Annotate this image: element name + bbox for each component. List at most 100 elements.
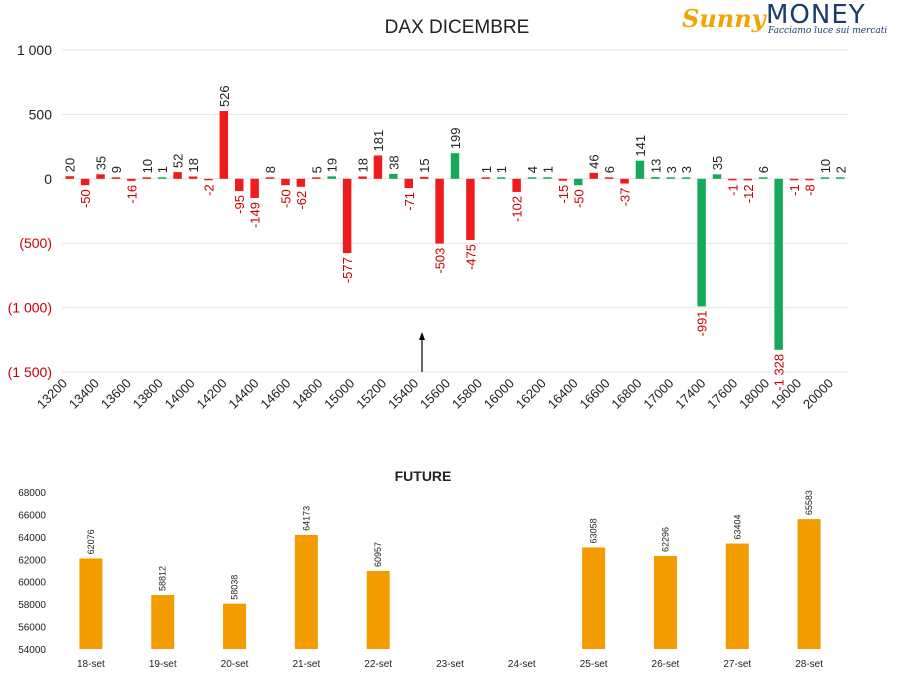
x-tick-label: 13400 xyxy=(66,376,102,412)
bar xyxy=(481,177,491,179)
x-tick-label: 16000 xyxy=(481,376,517,412)
data-label: -503 xyxy=(433,248,448,274)
data-label: -50 xyxy=(278,189,293,208)
data-label: 5 xyxy=(309,166,324,173)
bar xyxy=(620,178,629,184)
bar xyxy=(797,519,821,649)
x-tick-label: 18-set xyxy=(77,659,105,670)
data-label: 60957 xyxy=(373,542,383,567)
y-tick-label: 56000 xyxy=(18,623,46,634)
bar xyxy=(265,177,275,179)
data-label: 3 xyxy=(679,166,694,173)
bar xyxy=(589,172,598,179)
data-label: 62296 xyxy=(660,527,670,552)
data-label: 181 xyxy=(371,130,386,152)
data-label: 62076 xyxy=(86,529,96,554)
data-label: 35 xyxy=(94,156,109,170)
data-label: 8 xyxy=(263,166,278,173)
data-label: 9 xyxy=(109,166,124,173)
x-tick-label: 15600 xyxy=(417,376,453,412)
x-tick-label: 25-set xyxy=(580,659,608,670)
data-label: 1 xyxy=(155,166,170,173)
x-tick-label: 16400 xyxy=(545,376,581,412)
bar xyxy=(681,177,691,179)
data-label: -16 xyxy=(124,185,139,204)
bar xyxy=(743,178,753,181)
x-tick-label: 21-set xyxy=(292,659,320,670)
bar xyxy=(789,178,799,181)
y-tick-label: 0 xyxy=(44,171,52,187)
data-label: -149 xyxy=(248,202,263,228)
data-label: -12 xyxy=(741,184,756,203)
y-tick-label: 1 000 xyxy=(17,42,52,58)
data-label: 3 xyxy=(664,166,679,173)
x-tick-label: 19-set xyxy=(149,659,177,670)
bar xyxy=(496,177,506,179)
x-tick-label: 13600 xyxy=(98,376,134,412)
data-label: 199 xyxy=(448,127,463,149)
data-label: -1 xyxy=(725,184,740,196)
data-label: 63058 xyxy=(589,518,599,543)
y-tick-label: (500) xyxy=(19,235,52,251)
data-label: 18 xyxy=(186,158,201,172)
y-tick-label: 66000 xyxy=(18,510,46,521)
data-label: 64173 xyxy=(301,506,311,531)
bar xyxy=(204,178,213,181)
bar xyxy=(111,177,121,179)
data-label: -8 xyxy=(802,184,817,196)
x-tick-label: 13800 xyxy=(130,376,166,412)
y-tick-label: 500 xyxy=(29,106,53,122)
bar xyxy=(142,177,152,179)
data-label: -37 xyxy=(618,188,633,207)
x-tick-label: 17400 xyxy=(672,376,708,412)
y-tick-label: 64000 xyxy=(18,533,46,544)
x-tick-label: 14600 xyxy=(257,376,293,412)
bar xyxy=(366,570,390,649)
data-label: -50 xyxy=(78,189,93,208)
bar xyxy=(294,534,318,649)
bar xyxy=(296,178,306,187)
bar xyxy=(389,173,398,179)
x-tick-label: 14000 xyxy=(162,376,198,412)
data-label: -95 xyxy=(232,195,247,214)
bar xyxy=(558,178,568,181)
x-tick-label: 22-set xyxy=(364,659,392,670)
bar xyxy=(80,178,90,186)
data-label: -62 xyxy=(294,191,309,210)
bar xyxy=(805,178,814,181)
x-tick-label: 15800 xyxy=(449,376,485,412)
x-tick-label: 24-set xyxy=(508,659,536,670)
x-tick-label: 16800 xyxy=(608,376,644,412)
bar xyxy=(234,178,244,192)
data-label: 65583 xyxy=(804,490,814,515)
bar xyxy=(96,174,105,179)
bar xyxy=(358,176,367,179)
x-tick-label: 28-set xyxy=(795,659,823,670)
data-label: 1 xyxy=(479,166,494,173)
data-label: 58812 xyxy=(158,566,168,591)
data-label: 19 xyxy=(325,158,340,172)
data-label: 2 xyxy=(833,166,848,173)
bar xyxy=(527,177,537,179)
bar xyxy=(728,178,737,181)
bar xyxy=(651,177,660,179)
data-label: 38 xyxy=(386,155,401,169)
y-tick-label: 58000 xyxy=(18,600,46,611)
x-tick-label: 15400 xyxy=(385,376,421,412)
bar xyxy=(327,176,336,179)
y-tick-label: 54000 xyxy=(18,645,46,656)
bar xyxy=(250,178,259,198)
bar xyxy=(151,595,175,649)
bar xyxy=(512,178,521,192)
data-label: 10 xyxy=(818,159,833,173)
bar xyxy=(65,176,74,179)
bar xyxy=(653,555,677,649)
data-label: -50 xyxy=(571,189,586,208)
bar xyxy=(697,178,706,307)
x-tick-label: 16200 xyxy=(513,376,549,412)
x-tick-label: 18000 xyxy=(736,376,772,412)
x-tick-label: 20-set xyxy=(221,659,249,670)
bar xyxy=(543,177,552,179)
x-tick-label: 17000 xyxy=(640,376,676,412)
future-chart: FUTURE 54000 56000 58000 60000 62000 64000 6600… xyxy=(18,468,823,670)
